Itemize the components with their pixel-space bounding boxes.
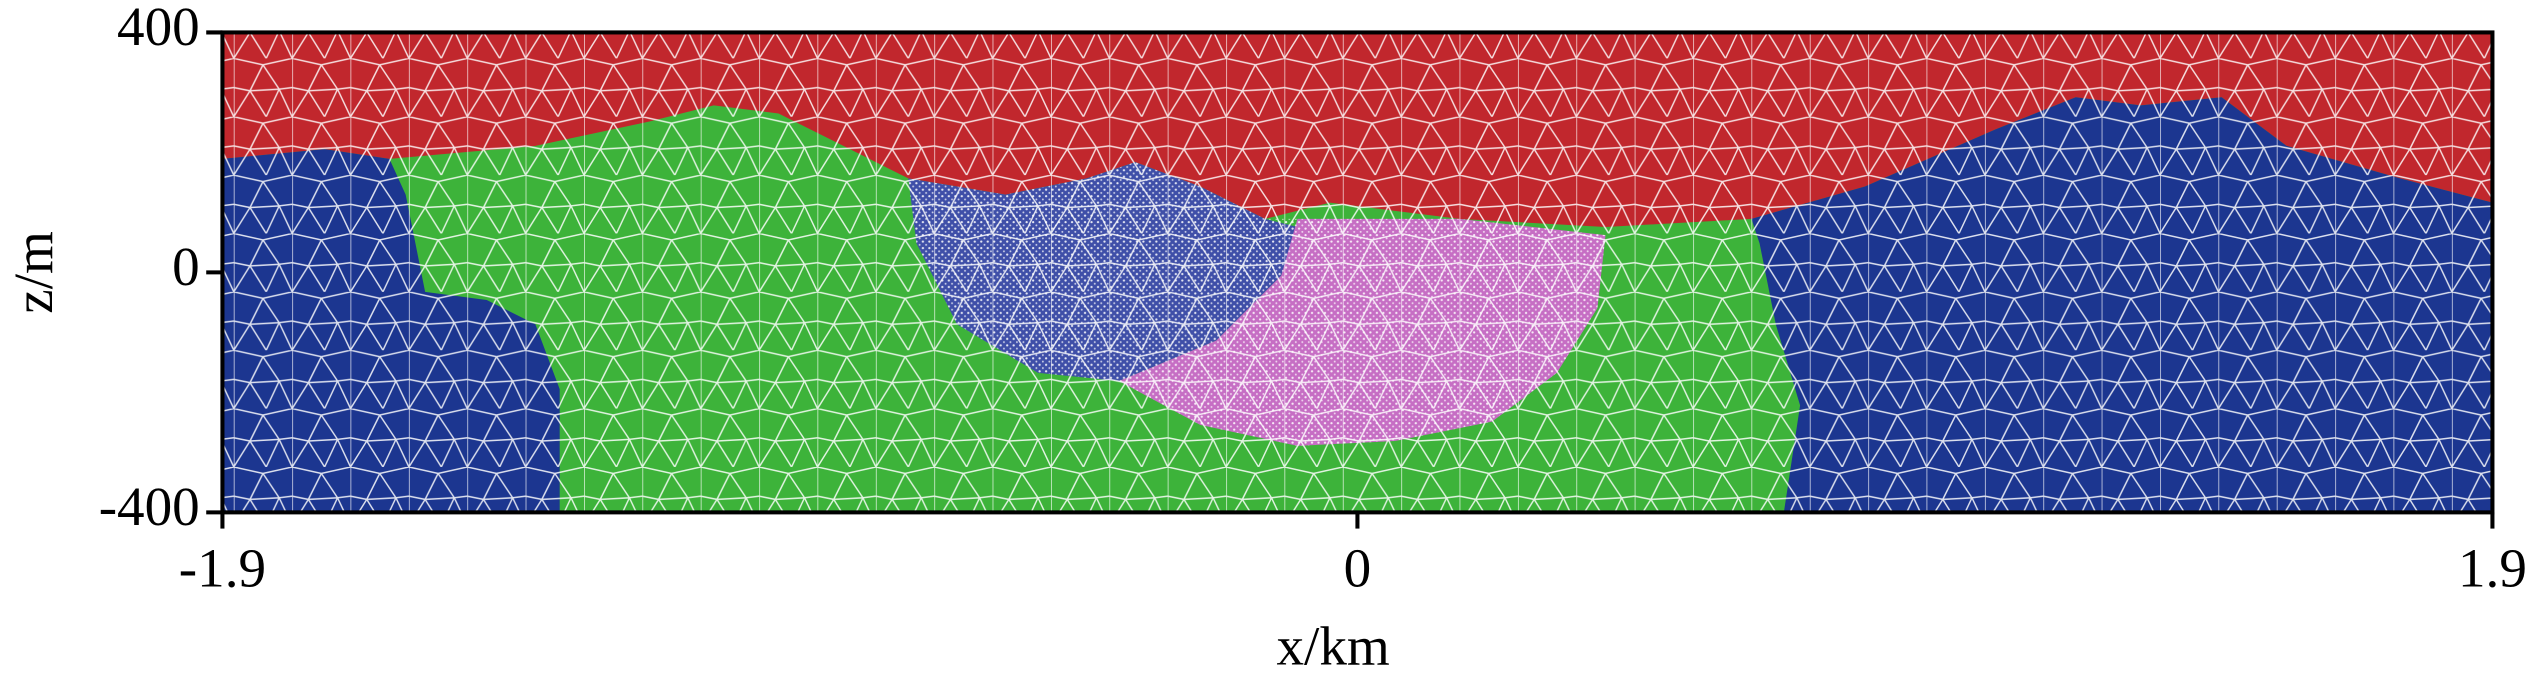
regions	[222, 32, 2493, 513]
y-axis-label: z/m	[3, 231, 64, 314]
x-axis-label: x/km	[1276, 615, 1389, 676]
y-tick-label: -400	[99, 476, 200, 537]
x-tick-label: 0	[1344, 538, 1372, 599]
y-tick-label: 400	[117, 0, 200, 57]
y-tick-label: 0	[172, 236, 200, 297]
x-tick-label: -1.9	[179, 538, 266, 599]
fine-mesh-overlay	[908, 162, 1606, 446]
x-tick-label: 1.9	[2458, 538, 2527, 599]
